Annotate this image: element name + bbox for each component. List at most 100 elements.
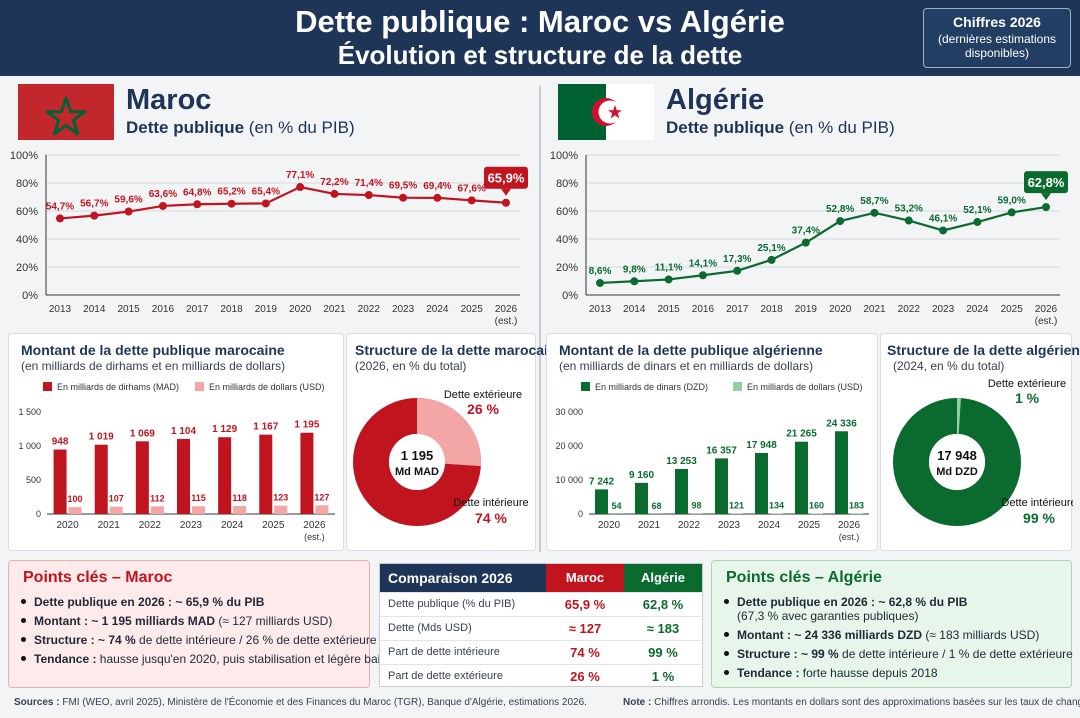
algerie-keypoint-item-text: (≈ 183 milliards USD) (922, 628, 1040, 642)
maroc-bars-x-tick: 2022 (139, 520, 162, 531)
algerie-bars-data-label: 24 336 (826, 418, 857, 429)
maroc-line-point (261, 199, 270, 208)
maroc-line-x-tick: 2017 (186, 304, 209, 315)
algerie-bars-legend-swatch (733, 382, 742, 391)
algerie-line-x-tick: 2019 (795, 304, 818, 315)
bullet-icon (724, 670, 729, 676)
maroc-keypoint-item-bold: Structure : ~ 74 % (34, 633, 136, 647)
algerie-subtitle-rest: (en % du PIB) (784, 118, 895, 137)
algerie-donut-hole (929, 434, 985, 490)
maroc-bars-panel: Montant de la dette publique marocaine (… (8, 333, 344, 551)
algerie-keypoint-item-bold: Montant : ~ 24 336 milliards DZD (737, 628, 923, 642)
comparison-row: Part de dette extérieure 26 % 1 % (380, 663, 702, 688)
algerie-line-last-value-pointer (1041, 193, 1051, 201)
algerie-line-data-label: 8,6% (589, 266, 612, 277)
maroc-subtitle: Dette publique (en % du PIB) (126, 118, 355, 138)
algerie-line-point (596, 278, 604, 287)
algerie-line-last-value-box (1024, 171, 1068, 194)
algerie-donut-label-interieure: Dette intérieure (1001, 497, 1073, 509)
algerie-line-y-tick: 0% (562, 290, 578, 302)
maroc-line-data-label: 64,8% (183, 187, 211, 198)
maroc-bars-data-label: 1 104 (171, 426, 196, 437)
maroc-bars-bar-usd (150, 506, 164, 514)
algerie-bars-data-label: 16 357 (706, 445, 737, 456)
maroc-line-data-label: 54,7% (46, 201, 74, 212)
algerie-line-x-tick: 2024 (966, 304, 989, 315)
maroc-line-x-tick: 2022 (358, 304, 381, 315)
maroc-bars-data-label: 1 129 (212, 424, 237, 435)
algerie-line-x-tick: 2026 (1035, 304, 1058, 315)
algerie-line-y-tick: 20% (556, 262, 578, 274)
maroc-bars-data-label: 115 (191, 493, 206, 503)
maroc-line-y-tick: 60% (16, 206, 38, 218)
maroc-keypoint-item-bold: Dette publique en 2026 : ~ 65,9 % du PIB (34, 595, 265, 609)
algerie-line-data-label: 52,8% (826, 204, 854, 215)
maroc-bars-subtitle: (en milliards de dirhams et en milliards… (21, 359, 286, 373)
algerie-line-data-label: 14,1% (689, 258, 717, 269)
maroc-bars-data-label: 1 069 (130, 428, 155, 439)
maroc-bars-data-label: 127 (314, 492, 329, 502)
maroc-line-data-label: 56,7% (80, 199, 108, 210)
maroc-line-data-label: 69,5% (389, 181, 417, 192)
algerie-bars-bar-local (835, 431, 848, 514)
comparison-row-label: Dette (Mds USD) (380, 615, 546, 640)
maroc-line-data-label: 69,4% (423, 181, 451, 192)
algerie-bars-data-label: 98 (691, 501, 701, 511)
maroc-line-x-tick: 2026 (495, 304, 518, 315)
algerie-keypoints-list: Dette publique en 2026 : ~ 62,8 % du PIB… (724, 595, 1073, 685)
maroc-bars-x-tick: 2025 (262, 520, 285, 531)
maroc-line-data-label: 72,2% (320, 177, 348, 188)
comparison-col-algerie: Algérie (624, 564, 702, 592)
algerie-donut-value-interieure: 99 % (1023, 510, 1055, 526)
algerie-bar-chart: En milliards de dinars (DZD) En milliards… (555, 382, 869, 542)
algerie-line-point (733, 266, 742, 275)
algerie-line-x-tick: 2025 (1001, 304, 1024, 315)
maroc-bars-bar-local (259, 434, 273, 514)
maroc-subtitle-rest: (en % du PIB) (244, 118, 355, 137)
comparison-row-label: Part de dette extérieure (380, 663, 546, 688)
maroc-line-point (296, 183, 305, 192)
algerie-line-point (939, 226, 948, 235)
maroc-keypoints-list: Dette publique en 2026 : ~ 65,9 % du PIB… (21, 595, 399, 671)
algerie-bars-data-label: 134 (769, 501, 784, 511)
algerie-line-x-tick: 2013 (589, 304, 612, 315)
algerie-line-point (698, 271, 707, 280)
algerie-bars-x-tick: 2020 (598, 520, 621, 531)
algerie-line-data-label: 58,7% (860, 196, 888, 207)
algerie-line-data-label: 62,8% (1028, 175, 1065, 190)
badge-subtitle: (dernières estimations disponibles) (937, 32, 1057, 60)
algerie-line-data-label: 25,1% (757, 243, 785, 254)
algerie-line-x-tick: 2015 (657, 304, 680, 315)
maroc-line-data-label: 65,9% (488, 171, 525, 186)
maroc-keypoint-item-text: de dette intérieure / 26 % de dette exté… (135, 633, 377, 647)
maroc-line-x-tick: 2020 (289, 304, 312, 315)
bullet-icon (21, 637, 26, 643)
maroc-bars-legend-swatch (195, 382, 204, 391)
maroc-line-data-label: 67,6% (458, 183, 486, 194)
algerie-line-point (836, 217, 845, 226)
maroc-keypoint-item: Structure : ~ 74 % de dette intérieure /… (21, 633, 399, 647)
bullet-icon (724, 599, 729, 605)
maroc-bars-data-label: 118 (232, 493, 247, 503)
maroc-keypoint-item: Montant : ~ 1 195 milliards MAD (≈ 127 m… (21, 614, 399, 628)
algerie-bars-data-label: 7 242 (589, 476, 614, 487)
algerie-keypoint-item-text: forte hausse depuis 2018 (799, 666, 938, 680)
comparison-value-algerie: ≈ 183 (624, 615, 702, 640)
badge-title: Chiffres 2026 (953, 14, 1041, 30)
algerie-bars-y-tick: 20 000 (555, 441, 583, 451)
algerie-line-data-label: 37,4% (792, 226, 820, 237)
algerie-keypoint-item: Structure : ~ 99 % de dette intérieure /… (724, 647, 1073, 661)
maroc-line-x-tick: 2014 (83, 304, 106, 315)
maroc-title: Maroc (126, 84, 212, 116)
maroc-line-point (158, 201, 167, 210)
algerie-keypoint-item: Tendance : forte hausse depuis 2018 (724, 666, 1073, 680)
maroc-keypoints-title: Points clés – Maroc (23, 569, 173, 586)
sources-label: Sources : (14, 697, 60, 708)
maroc-bars-x-tick: 2026 (303, 520, 326, 531)
algerie-bars-bar-local (795, 441, 808, 514)
algerie-subtitle: Dette publique (en % du PIB) (666, 118, 895, 138)
algerie-line-y-tick: 40% (556, 234, 578, 246)
maroc-bars-legend-label: En milliards de dollars (USD) (209, 382, 325, 392)
maroc-bars-data-label: 100 (68, 494, 83, 504)
maroc-bars-bar-usd (192, 506, 205, 514)
